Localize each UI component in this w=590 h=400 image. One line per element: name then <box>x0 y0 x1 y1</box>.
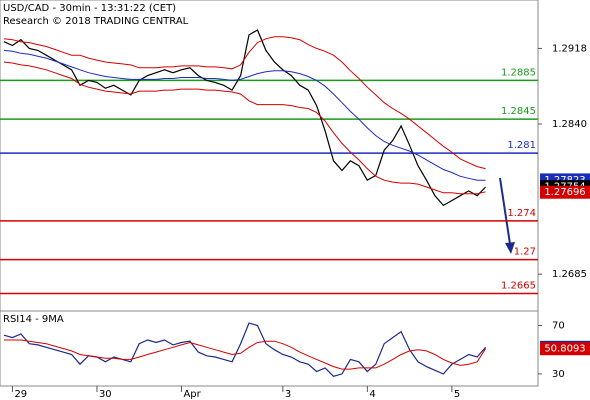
price-tag <box>540 185 590 199</box>
x-tick-label: 30 <box>99 389 112 400</box>
forecast-arrow <box>499 177 511 245</box>
price-panel <box>0 0 539 312</box>
x-tick-label: 4 <box>369 389 375 400</box>
level-label: 1.281 <box>507 140 536 151</box>
level-label: 1.2885 <box>501 67 536 78</box>
level-label: 1.274 <box>507 208 536 219</box>
price-tag <box>540 342 590 356</box>
level-label: 1.2845 <box>501 106 536 117</box>
rsi-panel <box>0 310 539 387</box>
series-line <box>3 322 487 377</box>
y-tick-label: 1.2840 <box>552 119 587 130</box>
chart-title: USD/CAD - 30min - 13:31:22 (CET) <box>3 3 176 14</box>
level-label: 1.2665 <box>501 281 536 292</box>
x-tick-label: 3 <box>285 389 291 400</box>
series-line <box>4 339 487 370</box>
forecast-arrow-head <box>505 242 515 254</box>
series-line <box>3 61 486 195</box>
x-tick-label: 29 <box>14 389 27 400</box>
y-tick-label: 70 <box>552 321 565 332</box>
rsi-title: RSI14 - 9MA <box>3 314 64 325</box>
chart-subtitle: Research © 2018 TRADING CENTRAL <box>3 16 189 27</box>
x-tick-label: Apr <box>183 389 201 400</box>
series-line <box>3 49 486 181</box>
level-label: 1.27 <box>514 247 536 258</box>
y-tick-label: 1.2918 <box>552 43 587 54</box>
y-tick-label: 30 <box>552 369 565 380</box>
series-line <box>3 29 487 207</box>
series-line <box>3 36 486 170</box>
x-tick-label: 5 <box>454 389 460 400</box>
y-tick-label: 1.2685 <box>552 269 587 280</box>
price-tag-label: 1.27696 <box>544 187 585 198</box>
price-tag-label: 50.8093 <box>544 344 585 355</box>
